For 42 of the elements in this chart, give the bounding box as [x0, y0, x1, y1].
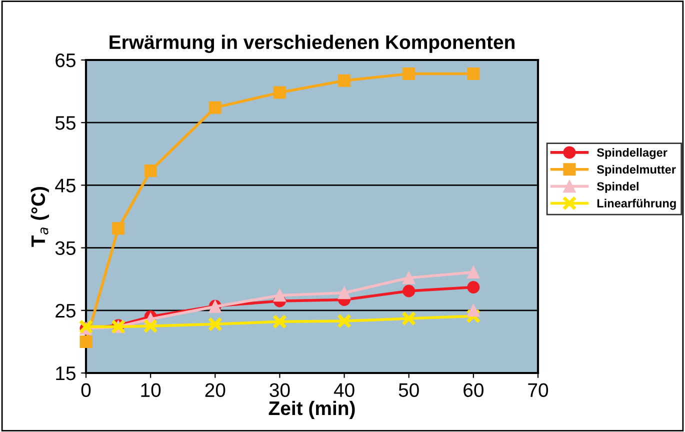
point [467, 304, 480, 317]
point [80, 335, 92, 348]
y-axis-title: T$_{a}$ (°C) [30, 186, 49, 247]
point [273, 86, 286, 99]
point [112, 222, 125, 235]
y-tick-label: 35 [55, 241, 76, 256]
point [208, 101, 222, 114]
point [336, 314, 352, 328]
point [144, 164, 157, 178]
x-tick-label: 10 [141, 383, 161, 398]
x-tick-label: 60 [464, 383, 484, 398]
point [338, 74, 351, 87]
point [402, 311, 416, 326]
y-tick-label: 25 [56, 304, 76, 318]
x-tick-label: 50 [398, 383, 419, 398]
x-axis-title: Zeit (min) [268, 400, 355, 419]
point [402, 284, 416, 298]
y-tick-label: 55 [55, 116, 76, 130]
legend-label: Linearführung [597, 198, 676, 210]
point [208, 316, 222, 332]
x-tick-label: 30 [270, 383, 290, 398]
y-tick-label: 65 [56, 53, 76, 68]
point [272, 314, 288, 329]
point [402, 68, 416, 80]
point [467, 68, 480, 80]
chart-title: Erwärmung in verschiedenen Komponenten [110, 34, 514, 54]
point [402, 272, 416, 284]
point [467, 280, 480, 294]
point [273, 289, 286, 302]
point [466, 308, 481, 324]
point [143, 318, 158, 334]
x-tick-label: 20 [205, 383, 226, 398]
x-tick-label: 70 [528, 383, 548, 398]
point [467, 266, 480, 278]
x-tick-label: 40 [334, 383, 354, 398]
point [338, 286, 351, 300]
legend-label: Spindellager [596, 148, 668, 160]
y-tick-label: 45 [55, 178, 76, 192]
y-tick-label: 15 [56, 366, 76, 380]
legend-label: Spindel [596, 182, 638, 193]
legend-label: Spindelmutter [596, 164, 676, 176]
x-tick-label: 0 [81, 383, 91, 398]
